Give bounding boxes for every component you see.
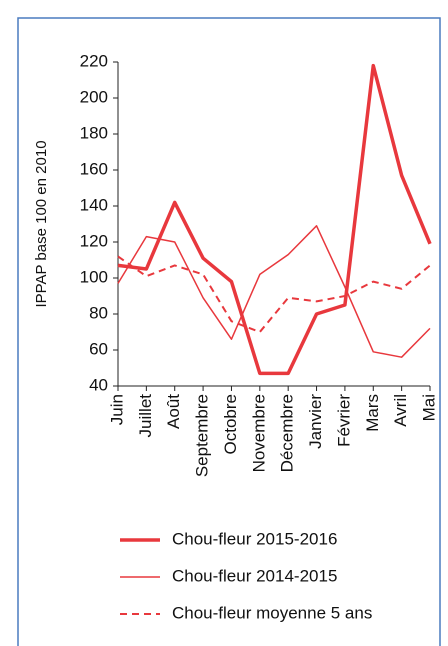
x-tick-label: Décembre (278, 394, 297, 472)
frame (17, 17, 441, 646)
y-tick-label: 140 (80, 195, 108, 214)
y-tick-label: 200 (80, 87, 108, 106)
y-tick-label: 60 (89, 339, 108, 358)
x-tick-label: Août (164, 394, 183, 429)
x-tick-label: Septembre (193, 394, 212, 477)
x-tick-label: Février (334, 394, 353, 447)
y-tick-label: 220 (80, 51, 108, 70)
legend-label: Chou-fleur 2014-2015 (172, 566, 337, 585)
y-tick-label: 120 (80, 231, 108, 250)
x-tick-label: Octobre (221, 394, 240, 454)
series-line (117, 63, 432, 376)
y-tick-label: 80 (89, 303, 108, 322)
x-tick-label: Juin (107, 394, 126, 425)
legend-label: Chou-fleur 2015-2016 (172, 529, 337, 548)
series-line (117, 225, 431, 358)
x-tick-label: Avril (391, 394, 410, 427)
x-tick-label: Mars (363, 394, 382, 432)
x-tick-label: Janvier (306, 394, 325, 449)
y-tick-label: 40 (89, 375, 108, 394)
y-axis-label: IPPAP base 100 en 2010 (33, 140, 50, 307)
x-tick-label: Juillet (136, 394, 155, 438)
x-tick-label: Mai (419, 394, 438, 421)
y-tick-label: 100 (80, 267, 108, 286)
y-tick-label: 180 (80, 123, 108, 142)
y-tick-label: 160 (80, 159, 108, 178)
series-line (117, 255, 431, 333)
x-tick-label: Novembre (249, 394, 268, 472)
legend-label: Chou-fleur moyenne 5 ans (172, 603, 372, 622)
